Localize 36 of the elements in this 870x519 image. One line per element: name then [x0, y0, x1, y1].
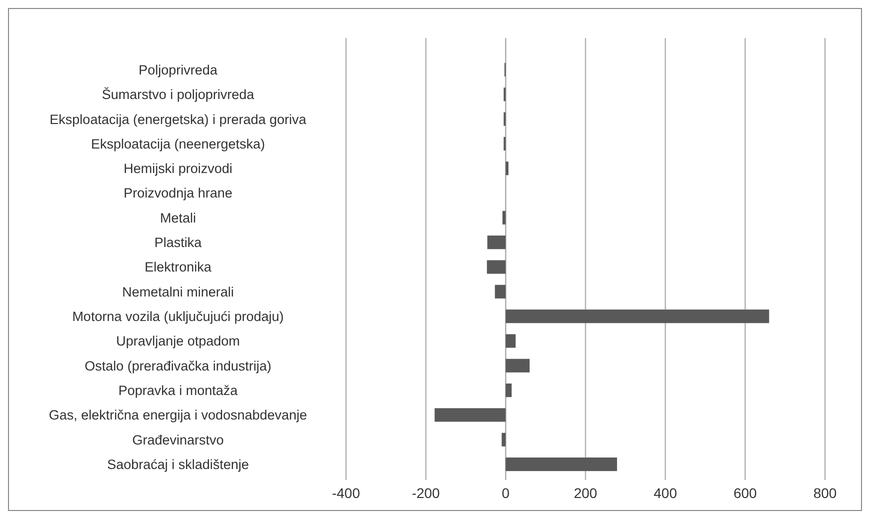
y-tick-label: Popravka i montaža: [118, 383, 238, 398]
bar: [506, 384, 512, 398]
bar: [486, 260, 506, 274]
y-tick-label: Građevinarstvo: [132, 432, 224, 448]
x-tick-label: 200: [574, 485, 598, 501]
bar: [506, 458, 618, 472]
y-tick-label: Elektronika: [144, 260, 212, 275]
bar: [494, 284, 506, 298]
y-tick-label: Ostalo (prerađivačka industrija): [84, 358, 272, 374]
x-tick-label: 800: [813, 485, 837, 501]
y-tick-label: Hemijski proizvodi: [124, 161, 232, 176]
bar: [487, 236, 506, 250]
x-tick-label: 0: [502, 485, 510, 501]
bar: [434, 408, 506, 422]
x-tick-label: -200: [412, 485, 440, 501]
y-tick-label: Eksploatacija (energetska) i prerada goriva: [50, 112, 307, 127]
y-tick-label: Šumarstvo i poljoprivreda: [102, 87, 255, 102]
x-tick-label: 600: [733, 485, 758, 501]
y-tick-label: Upravljanje otpadom: [116, 334, 240, 349]
x-tick-label: -400: [332, 485, 360, 501]
y-tick-label: Plastika: [154, 235, 202, 250]
y-tick-label: Gas, električna energija i vodosnabdevanje: [48, 408, 308, 423]
y-tick-label: Nemetalni minerali: [122, 284, 234, 300]
bar: [502, 432, 506, 446]
y-tick-label: Motorna vozila (uključujući prodaju): [72, 309, 284, 324]
bar: [506, 162, 508, 176]
y-tick-label: Poljoprivreda: [138, 62, 218, 78]
bar: [506, 358, 530, 372]
y-tick-label: Proizvodnja hrane: [124, 186, 232, 201]
y-tick-label: Eksploatacija (neenergetska): [90, 136, 266, 152]
y-tick-label: Metali: [160, 210, 196, 226]
x-tick-label: 400: [654, 485, 678, 501]
bar: [506, 334, 516, 348]
bar: [506, 310, 770, 324]
y-tick-label: Saobraćaj i skladištenje: [107, 457, 249, 472]
bar: [502, 210, 506, 224]
